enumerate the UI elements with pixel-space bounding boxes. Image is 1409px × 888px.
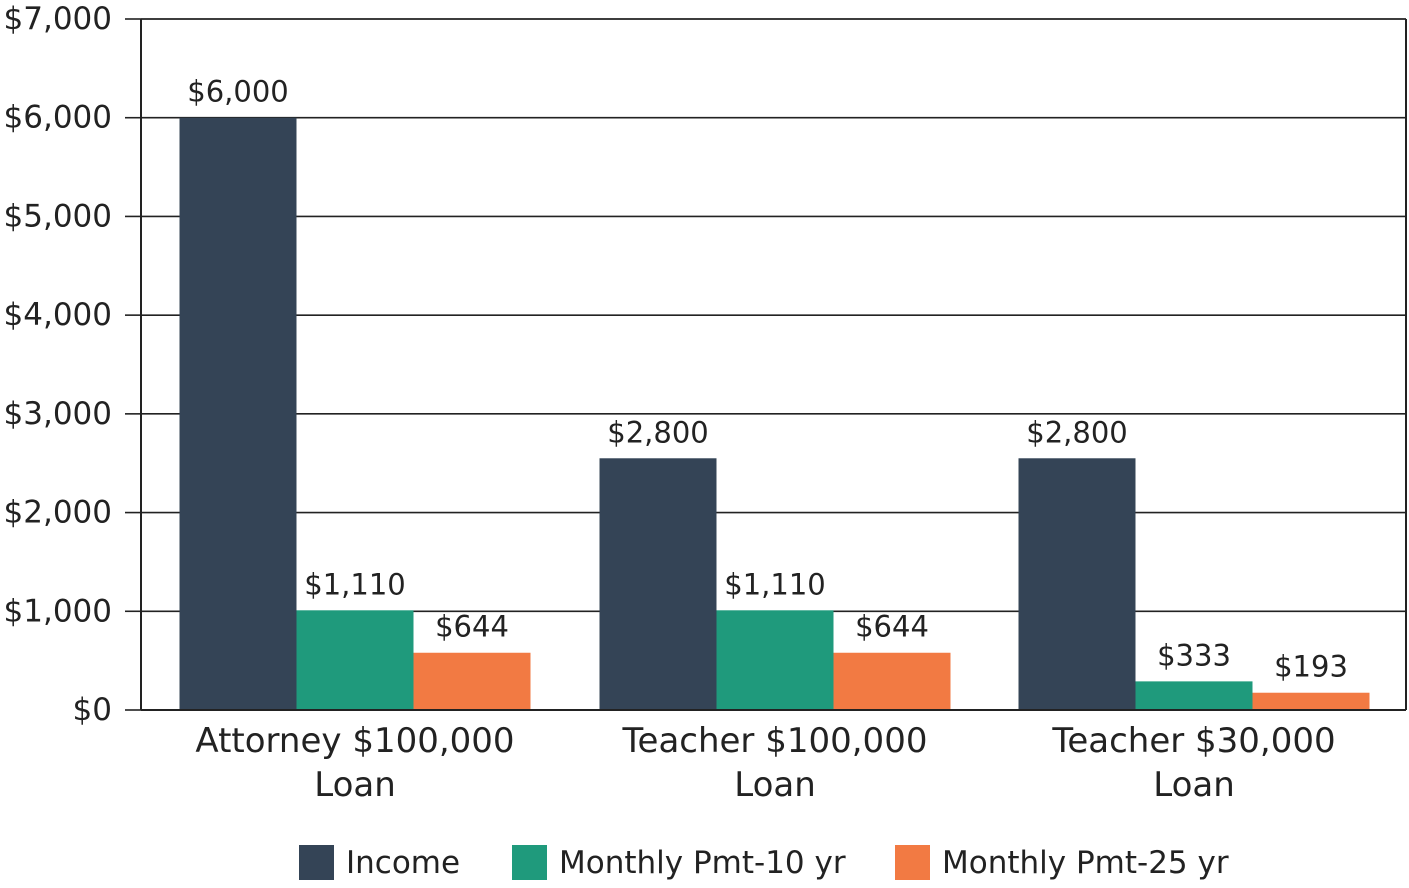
bar-value-label: $333 bbox=[1157, 638, 1231, 672]
bar-value-label: $193 bbox=[1274, 650, 1348, 684]
y-tick-label: $5,000 bbox=[4, 198, 112, 234]
y-tick-label: $7,000 bbox=[4, 1, 112, 37]
bar-income-2 bbox=[599, 458, 717, 710]
legend-label: Monthly Pmt-25 yr bbox=[942, 845, 1229, 881]
bar-value-label: $2,800 bbox=[607, 415, 708, 449]
bar-value-label: $1,110 bbox=[304, 567, 405, 601]
legend-label: Monthly Pmt-10 yr bbox=[559, 845, 846, 881]
y-tick-label: $3,000 bbox=[4, 396, 112, 432]
y-tick-label: $6,000 bbox=[4, 100, 112, 136]
bar-monthly-pmt-25-yr-1 bbox=[413, 652, 531, 710]
y-tick-label: $0 bbox=[73, 692, 112, 728]
bar-value-label: $644 bbox=[435, 610, 509, 644]
bar-monthly-pmt-10-yr-2 bbox=[716, 610, 834, 710]
bar-income-1 bbox=[179, 117, 297, 710]
y-axis-ticks: $0 $1,000 $2,000 $3,000 $4,000 $5,000 $6,000 $7… bbox=[4, 1, 141, 728]
y-tick-label: $4,000 bbox=[4, 297, 112, 333]
y-tick-label: $1,000 bbox=[4, 593, 112, 629]
category-label-line2: Loan bbox=[734, 765, 816, 805]
category-label-line1: Teacher $30,000 bbox=[1051, 721, 1335, 761]
bar-monthly-pmt-25-yr-2 bbox=[833, 652, 951, 710]
bar-income-3 bbox=[1018, 458, 1136, 710]
category-label-line2: Loan bbox=[314, 765, 396, 805]
gridlines bbox=[141, 18, 1406, 613]
legend-swatch-monthly-pmt-10-yr bbox=[512, 845, 547, 880]
legend-swatch-income bbox=[299, 845, 334, 880]
bars bbox=[179, 117, 1370, 710]
category-label-line1: Teacher $100,000 bbox=[622, 721, 928, 761]
category-label-line2: Loan bbox=[1153, 765, 1235, 805]
bar-value-label: $2,800 bbox=[1026, 415, 1127, 449]
bar-monthly-pmt-10-yr-3 bbox=[1135, 681, 1253, 710]
bar-value-label: $6,000 bbox=[187, 75, 288, 109]
bar-value-labels: $6,000 $1,110 $644 $2,800 $1,110 $644 $2,800 $3… bbox=[187, 75, 1348, 684]
legend-swatch-monthly-pmt-25-yr bbox=[895, 845, 930, 880]
legend-label: Income bbox=[346, 845, 460, 881]
bar-value-label: $644 bbox=[855, 610, 929, 644]
bar-value-label: $1,110 bbox=[724, 567, 825, 601]
bar-monthly-pmt-10-yr-1 bbox=[296, 610, 414, 710]
axes bbox=[140, 18, 1407, 711]
legend: Income Monthly Pmt-10 yr Monthly Pmt-25 yr bbox=[299, 845, 1229, 881]
y-tick-label: $2,000 bbox=[4, 495, 112, 531]
category-label-line1: Attorney $100,000 bbox=[195, 721, 514, 761]
bar-monthly-pmt-25-yr-3 bbox=[1252, 692, 1370, 710]
